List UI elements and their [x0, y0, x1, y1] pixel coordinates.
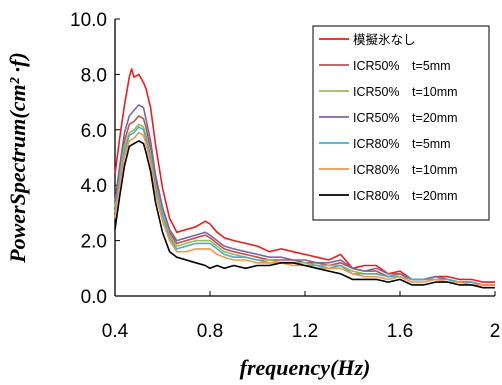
x-tick-label: 0.8 [197, 321, 223, 342]
legend-label: ICR50% t=10mm [353, 85, 458, 99]
series-line [114, 131, 495, 286]
legend-label: ICR80% t=10mm [353, 163, 458, 177]
y-axis-label: PowerSpectrum(cm² ·f) [5, 52, 30, 264]
y-tick-label: 0.0 [81, 287, 107, 308]
x-tick-label: 0.4 [102, 321, 129, 342]
legend-label: ICR80% t=20mm [353, 189, 458, 203]
series-lines [114, 68, 495, 289]
series-line [114, 140, 495, 289]
y-tick-label: 10.0 [70, 10, 107, 31]
y-tick-label: 2.0 [81, 232, 107, 253]
legend-label: ICR50% t=20mm [353, 111, 458, 125]
y-tick-label: 8.0 [81, 65, 107, 86]
x-tick-label: 1.6 [387, 321, 413, 342]
y-axis-ticks: 0.0 2.0 4.0 6.0 8.0 10.0 [70, 10, 120, 308]
legend-label: ICR80% t=5mm [353, 137, 451, 151]
legend-label: ICR50% t=5mm [353, 59, 451, 73]
x-tick-label: 2 [490, 321, 501, 342]
x-axis-label: frequency(Hz) [240, 355, 371, 380]
y-tick-label: 4.0 [81, 176, 107, 197]
x-axis-ticks: 0.4 0.8 1.2 1.6 2 [102, 291, 501, 342]
x-tick-label: 1.2 [292, 321, 318, 342]
series-line [114, 126, 495, 286]
legend: 模擬氷なし ICR50% t=5mm ICR50% t=10mm ICR50% t=2… [312, 25, 490, 221]
legend-label: 模擬氷なし [353, 32, 416, 47]
y-tick-label: 6.0 [81, 121, 107, 142]
legend-box [312, 25, 490, 221]
